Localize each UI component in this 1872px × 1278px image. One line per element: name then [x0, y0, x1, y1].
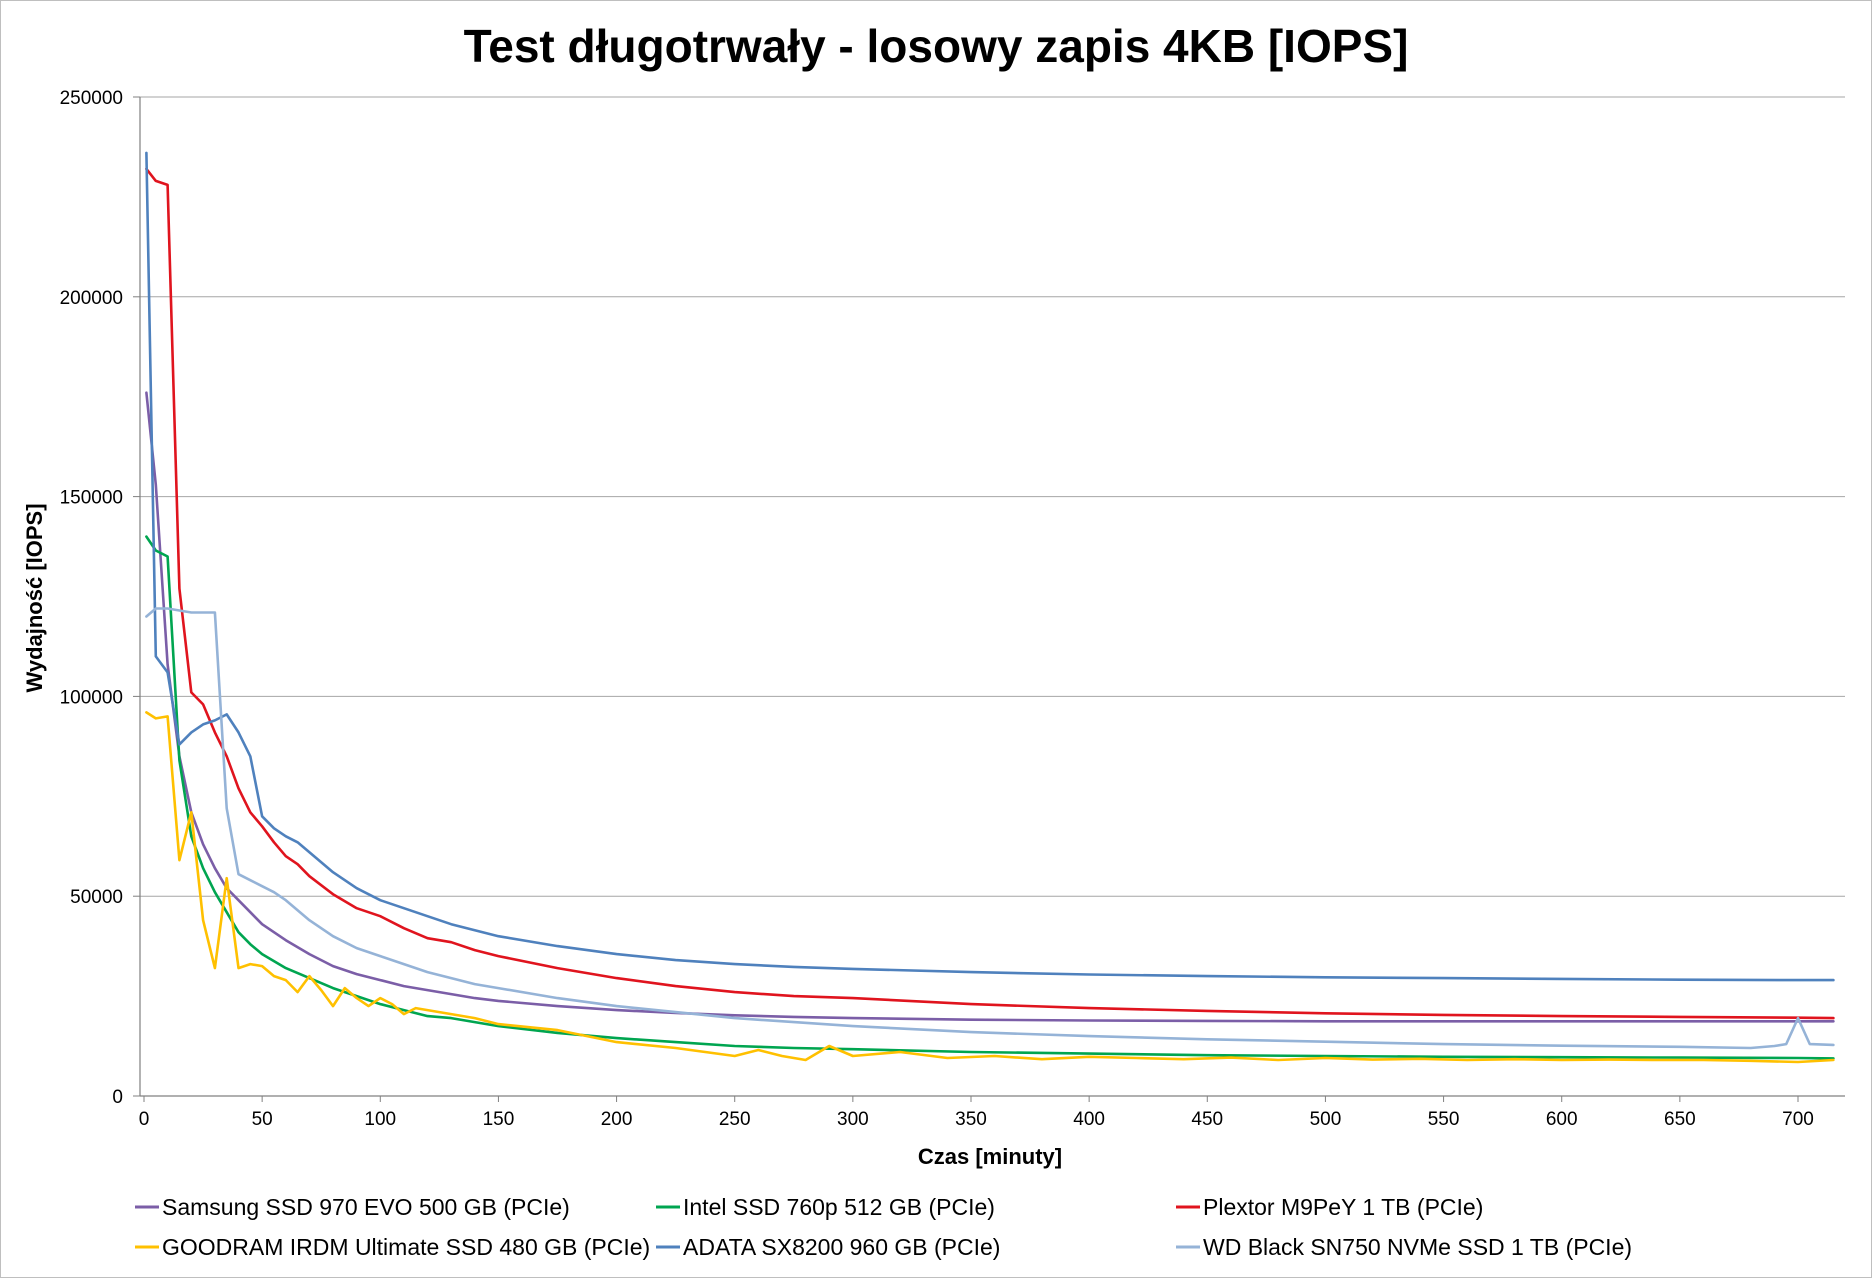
axes: 0 50000 100000 150000 200000 250000 0 50 100 150 2…	[60, 88, 1845, 1130]
x-tick-label: 600	[1546, 1109, 1578, 1130]
legend-label: Intel SSD 760p 512 GB (PCIe)	[683, 1194, 995, 1220]
legend-item: Intel SSD 760p 512 GB (PCIe)	[656, 1194, 995, 1220]
series-line-4	[145, 711, 1835, 1064]
x-tick-label: 50	[252, 1109, 273, 1130]
x-tick-label: 500	[1310, 1109, 1342, 1130]
x-tick-label: 400	[1073, 1109, 1105, 1130]
series-line-1	[145, 391, 1835, 1023]
legend-label: Plextor M9PeY 1 TB (PCIe)	[1203, 1194, 1483, 1220]
x-tick-label: 700	[1782, 1109, 1814, 1130]
x-tick-label: 150	[483, 1109, 515, 1130]
legend-label: ADATA SX8200 960 GB (PCIe)	[683, 1234, 1000, 1260]
y-tick-label: 250000	[60, 88, 123, 109]
legend-label: WD Black SN750 NVMe SSD 1 TB (PCIe)	[1203, 1234, 1632, 1260]
grid	[140, 96, 1845, 897]
series-line-5	[145, 151, 1835, 982]
chart-title: Test długotrwały - losowy zapis 4KB [IOP…	[464, 20, 1409, 72]
series-line-6	[145, 607, 1835, 1050]
legend-item: WD Black SN750 NVMe SSD 1 TB (PCIe)	[1176, 1234, 1632, 1260]
x-tick-label: 0	[139, 1109, 150, 1130]
y-tick-label: 0	[112, 1087, 123, 1108]
x-tick-label: 100	[364, 1109, 396, 1130]
legend-label: GOODRAM IRDM Ultimate SSD 480 GB (PCIe)	[162, 1234, 650, 1260]
x-tick-label: 350	[955, 1109, 987, 1130]
y-tick-label: 150000	[60, 488, 123, 509]
x-tick-label: 550	[1428, 1109, 1460, 1130]
legend-item: Samsung SSD 970 EVO 500 GB (PCIe)	[135, 1194, 570, 1220]
legend-item: Plextor M9PeY 1 TB (PCIe)	[1176, 1194, 1483, 1220]
legend: Samsung SSD 970 EVO 500 GB (PCIe) Intel S…	[135, 1194, 1632, 1260]
x-tick-label: 250	[719, 1109, 751, 1130]
x-axis-label: Czas [minuty]	[918, 1144, 1062, 1169]
legend-item: ADATA SX8200 960 GB (PCIe)	[656, 1234, 1000, 1260]
legend-label: Samsung SSD 970 EVO 500 GB (PCIe)	[162, 1194, 570, 1220]
y-tick-label: 50000	[70, 887, 123, 908]
series-line-2	[145, 535, 1835, 1060]
y-axis-label: Wydajność [IOPS]	[22, 503, 47, 692]
x-tick-label: 650	[1664, 1109, 1696, 1130]
y-tick-label: 200000	[60, 288, 123, 309]
legend-item: GOODRAM IRDM Ultimate SSD 480 GB (PCIe)	[135, 1234, 650, 1260]
series-line-3	[145, 167, 1835, 1020]
series-group	[145, 151, 1835, 1064]
y-tick-label: 100000	[60, 687, 123, 708]
x-tick-label: 200	[601, 1109, 633, 1130]
x-tick-label: 300	[837, 1109, 869, 1130]
x-tick-label: 450	[1191, 1109, 1223, 1130]
